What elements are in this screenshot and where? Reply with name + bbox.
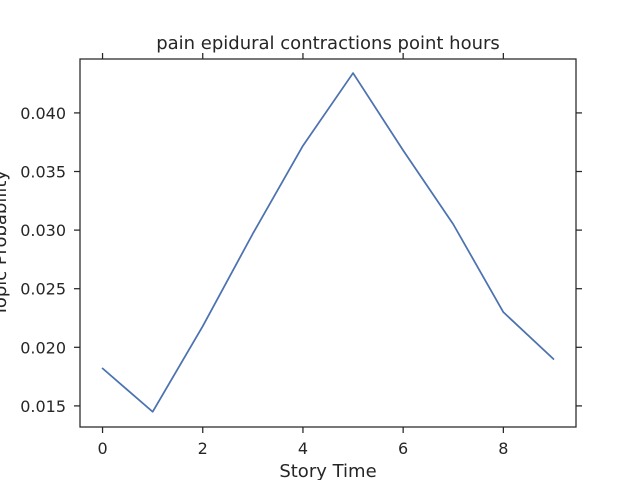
y-tick-label: 0.025 (20, 280, 66, 299)
axis-ticks (74, 53, 582, 433)
tick-labels: 0 2 4 6 8 0.015 0.020 0.025 0.030 0.035 0.040 (20, 104, 508, 458)
y-tick-label: 0.015 (20, 397, 66, 416)
series-layer (101, 72, 555, 413)
x-tick-label: 4 (298, 439, 308, 458)
chart-title: pain epidural contractions point hours (156, 33, 500, 54)
plot-area (79, 58, 577, 428)
y-tick-label: 0.030 (20, 221, 66, 240)
x-tick-label: 2 (198, 439, 208, 458)
y-tick-label: 0.035 (20, 163, 66, 182)
x-tick-label: 8 (498, 439, 508, 458)
series-line (101, 72, 555, 413)
x-axis-label: Story Time (279, 461, 376, 480)
x-tick-label: 0 (97, 439, 107, 458)
y-tick-label: 0.020 (20, 338, 66, 357)
y-tick-label: 0.040 (20, 104, 66, 123)
x-tick-label: 6 (398, 439, 408, 458)
y-axis-label: Topic Probability (0, 170, 11, 317)
